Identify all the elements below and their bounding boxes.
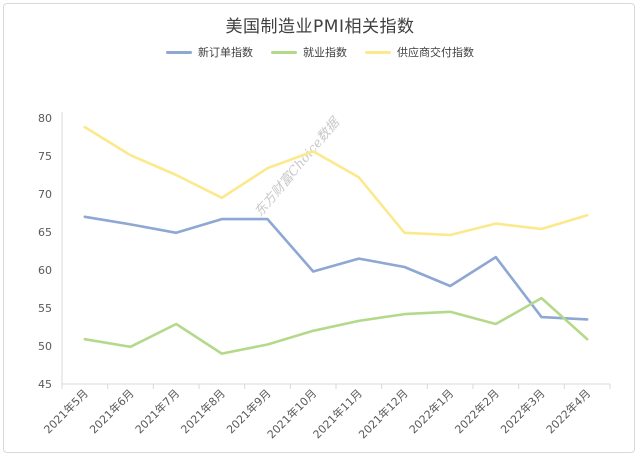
x-tick-label: 2021年8月	[178, 386, 228, 436]
legend-label-supplier-deliveries: 供应商交付指数	[397, 46, 474, 59]
watermark: 东方财富Choice数据	[251, 114, 344, 220]
series-line-supplier-deliveries	[83, 125, 589, 237]
y-tick-label: 50	[38, 340, 52, 353]
chart-legend: 新订单指数 就业指数 供应商交付指数	[0, 44, 640, 60]
x-tick-label: 2021年5月	[41, 386, 91, 436]
x-tick-label: 2022年4月	[543, 386, 593, 436]
y-tick-label: 55	[38, 302, 52, 315]
y-tick-label: 60	[38, 264, 52, 277]
series-line-new-orders	[83, 215, 589, 321]
y-tick-label: 75	[38, 150, 52, 163]
x-tick-label: 2021年12月	[355, 386, 410, 441]
legend-swatch-employment	[271, 50, 297, 54]
legend-item-supplier-deliveries: 供应商交付指数	[365, 44, 474, 60]
legend-label-new-orders: 新订单指数	[198, 46, 253, 59]
x-tick-label: 2022年2月	[452, 386, 502, 436]
y-tick-label: 80	[38, 112, 52, 125]
x-tick-label: 2021年6月	[86, 386, 136, 436]
y-tick-label: 70	[38, 188, 52, 201]
legend-item-new-orders: 新订单指数	[166, 44, 253, 60]
y-tick-label: 65	[38, 226, 52, 239]
legend-swatch-supplier-deliveries	[365, 50, 391, 54]
chart-title: 美国制造业PMI相关指数	[225, 17, 415, 37]
y-tick-label: 45	[38, 378, 52, 391]
series-line-employment	[83, 296, 589, 355]
x-tick-label: 2021年9月	[223, 386, 273, 436]
legend-swatch-new-orders	[166, 50, 192, 54]
legend-item-employment: 就业指数	[271, 44, 347, 60]
x-tick-label: 2022年1月	[406, 386, 456, 436]
legend-label-employment: 就业指数	[303, 46, 347, 59]
x-tick-label: 2022年3月	[497, 386, 547, 436]
x-tick-label: 2021年7月	[132, 386, 182, 436]
